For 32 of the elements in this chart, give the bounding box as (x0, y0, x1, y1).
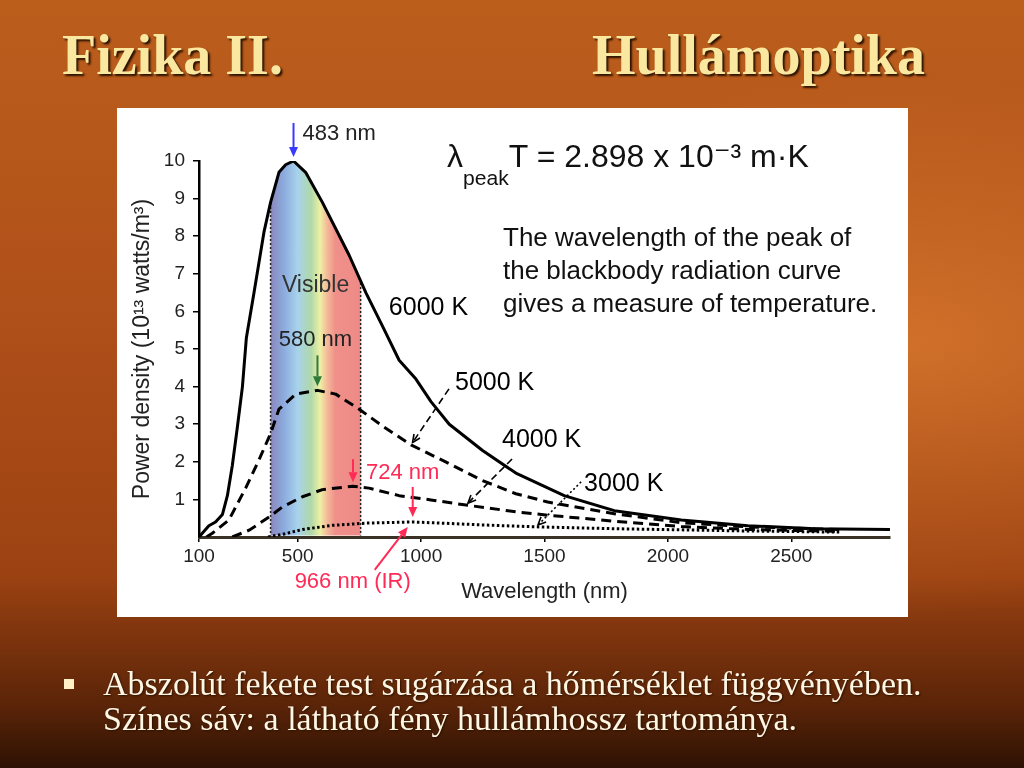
x-axis-title: Wavelength (nm) (461, 577, 628, 603)
y-tick-label: 7 (174, 262, 185, 284)
y-tick-label: 10 (163, 149, 185, 171)
x-tick-label: 1500 (523, 544, 566, 566)
x-tick-label: 2500 (770, 544, 813, 566)
y-tick-label: 1 (174, 487, 185, 509)
annotation: 580 nm (278, 326, 353, 352)
text: Abszolút fekete test sugárzása a hőmérséklet függvényében. Színes sáv: a látható fény hullámhossz tartománya. (103, 665, 922, 737)
x-tick-label: 500 (281, 544, 314, 566)
x-tick-label: 2000 (646, 544, 690, 566)
y-tick-label: 8 (174, 224, 185, 246)
y-tick-label: 3 (174, 412, 185, 434)
y-tick-label: 9 (174, 186, 185, 208)
chart-subtitle: Hullámoptika (592, 24, 925, 86)
annotation: λ$_{peak}$T = 2.898 x 10⁻³ m·K (447, 138, 809, 189)
y-tick-label: 6 (174, 299, 185, 321)
annotation: 724 nm (365, 459, 440, 485)
x-tick-label: 100 (183, 544, 215, 566)
y-axis-title: Power density (10¹³ watts/m³) (128, 198, 155, 500)
band-label: Visible (281, 271, 350, 298)
series-label: 3000 K (584, 467, 664, 496)
chart-title: Fizika II. (62, 24, 283, 86)
text: 5000 K (454, 366, 535, 395)
annotation: 966 nm (IR) (294, 568, 411, 594)
series-label: 6000 K (388, 292, 469, 321)
x-tick-label: 1000 (399, 544, 443, 566)
y-tick-label: 4 (174, 374, 186, 396)
text: 4000 K (502, 423, 582, 452)
y-tick-label: 5 (174, 337, 185, 359)
annotation: 483 nm (302, 120, 376, 146)
annotation: The wavelength of the peak of the blackbody radiation curve gives a measure of temperature. (503, 221, 878, 320)
y-tick-label: 2 (174, 450, 185, 472)
